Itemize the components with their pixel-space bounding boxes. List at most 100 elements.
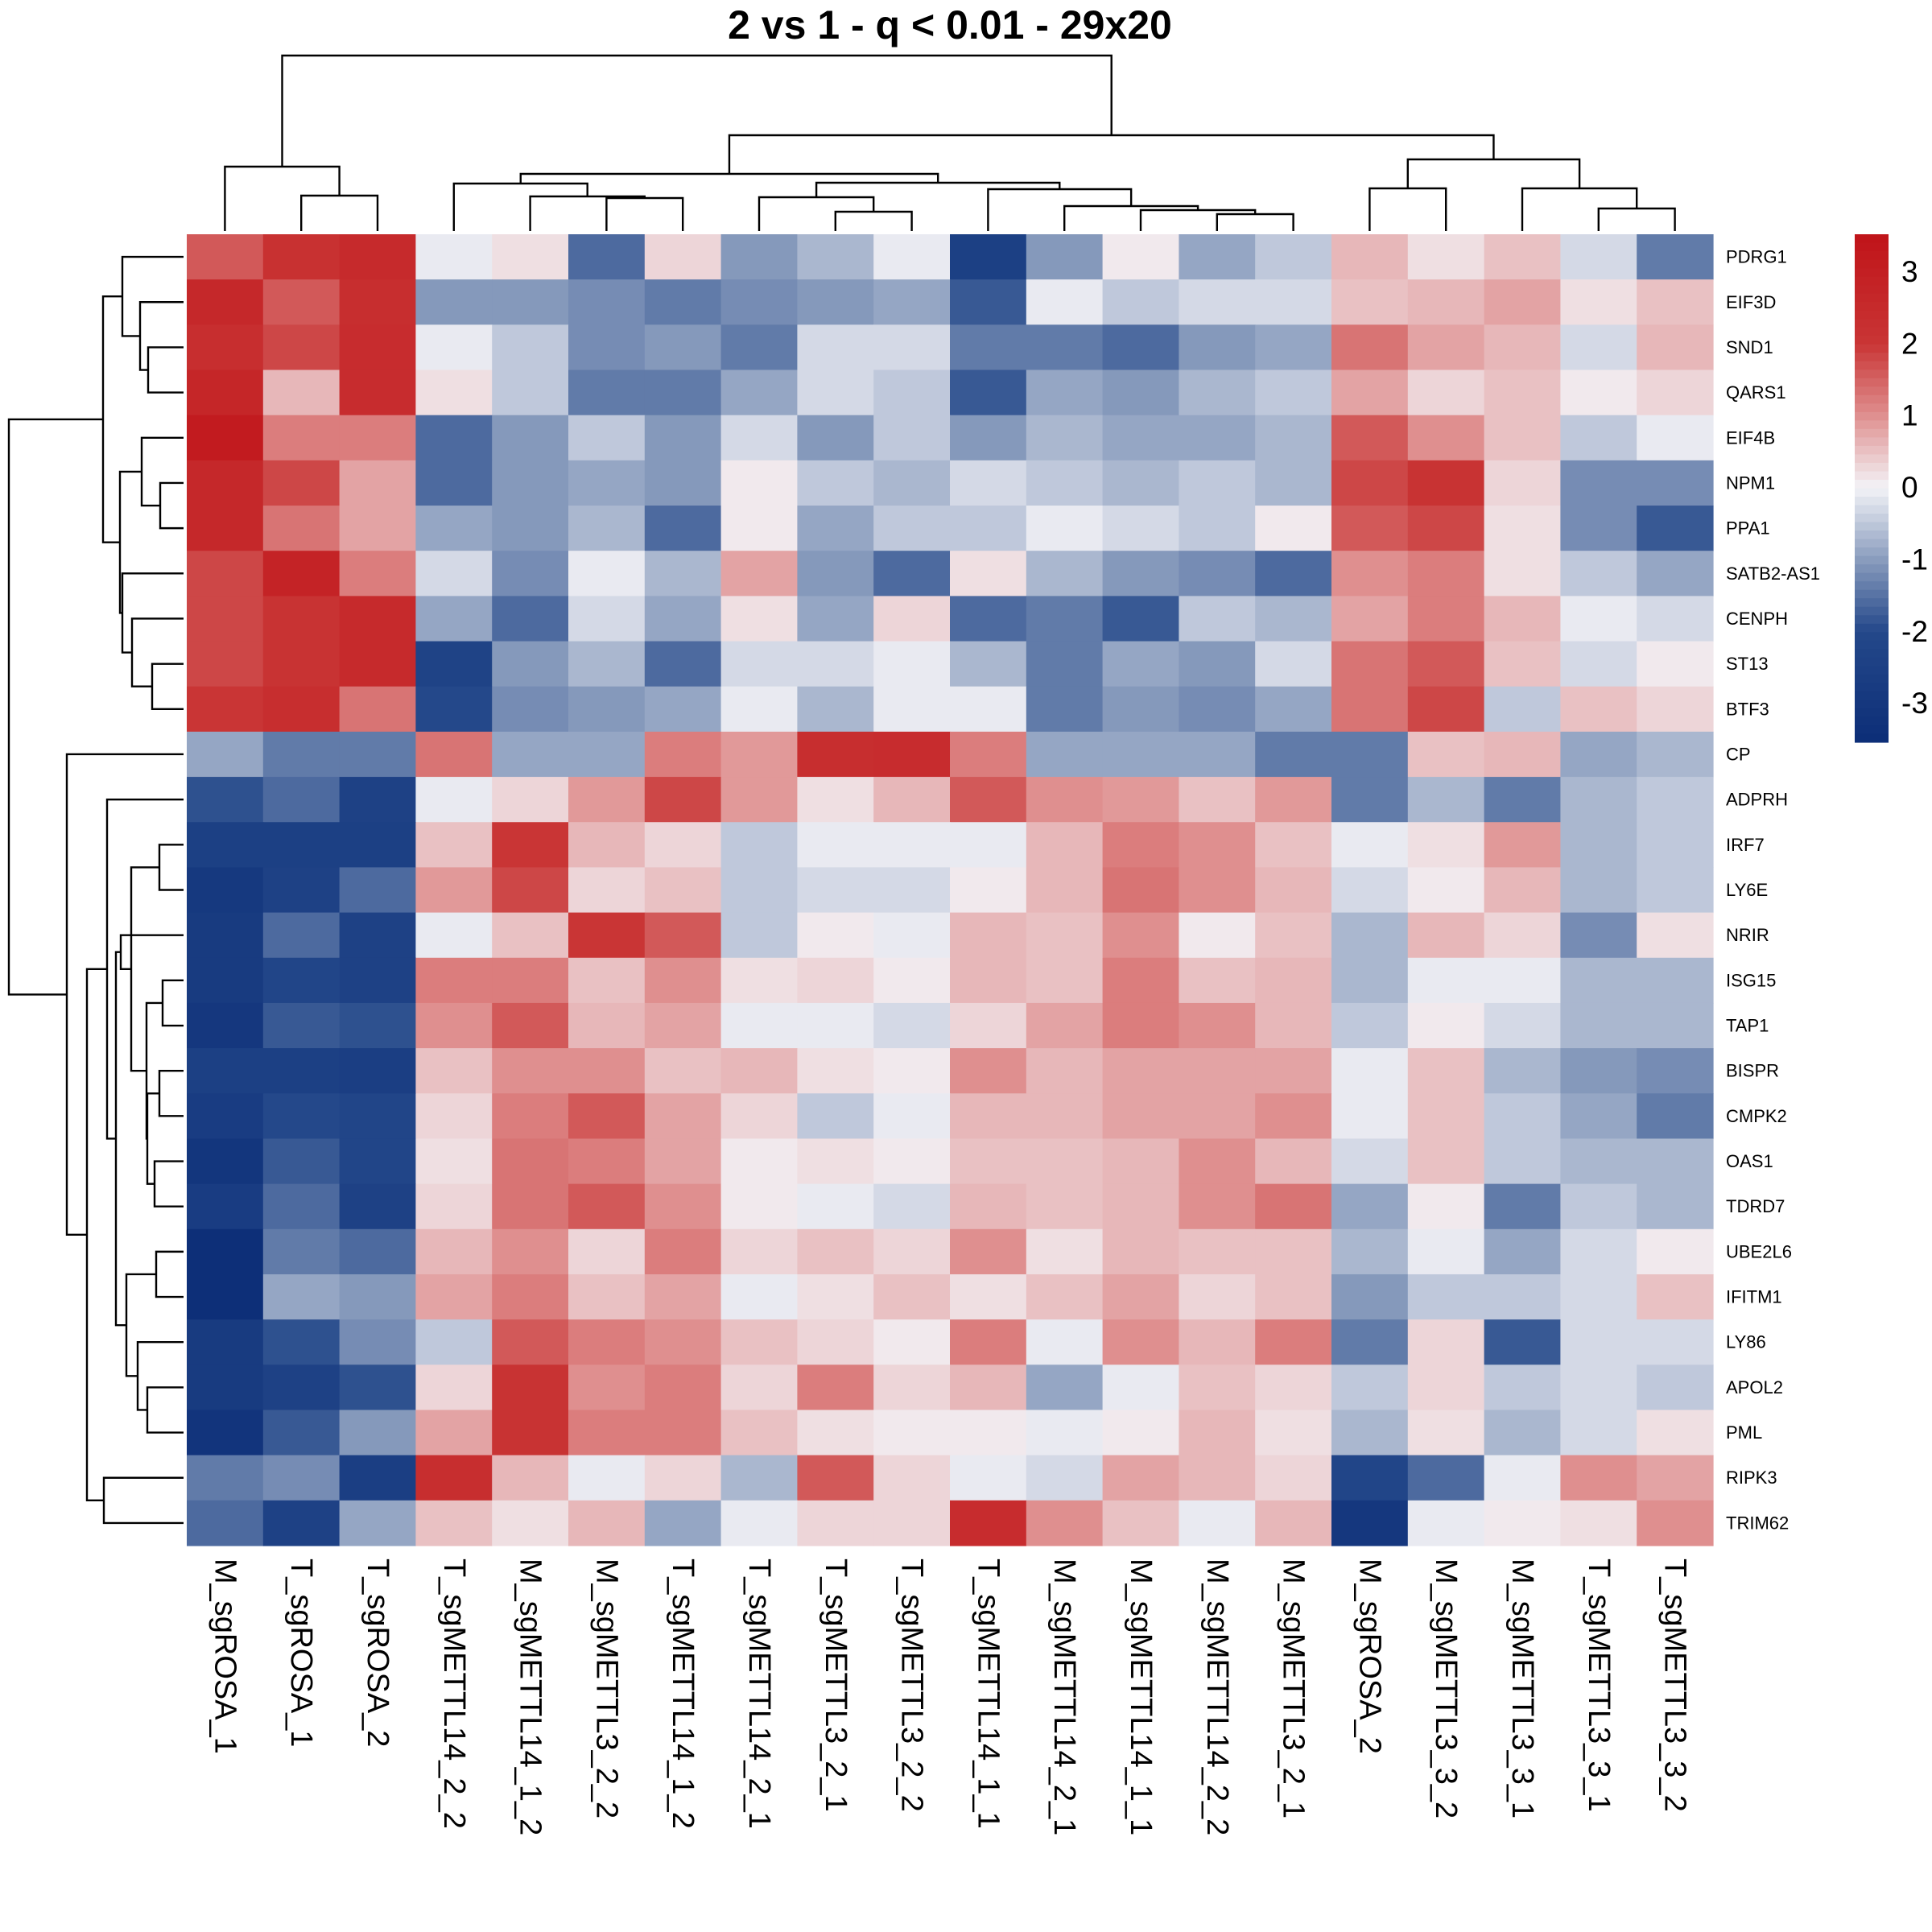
heatmap-cell [1407, 1183, 1485, 1230]
heatmap-cell [1484, 867, 1561, 914]
legend-color-step [1855, 394, 1889, 404]
heatmap-cell [1179, 324, 1256, 371]
dendrogram-branch [605, 196, 684, 231]
heatmap-cell [568, 1500, 646, 1546]
heatmap-cell [1331, 777, 1409, 823]
row-label: PDRG1 [1726, 247, 1787, 267]
legend-color-step [1855, 724, 1889, 735]
legend-tick-label: 2 [1901, 327, 1918, 360]
heatmap-cell [339, 1319, 416, 1365]
heatmap-cell [720, 777, 798, 823]
heatmap-cell [1484, 279, 1561, 325]
heatmap-cell [797, 234, 874, 280]
heatmap-cell [1179, 279, 1256, 325]
heatmap-cell [1331, 1138, 1409, 1185]
row-label: OAS1 [1726, 1151, 1773, 1171]
heatmap-cell [1484, 324, 1561, 371]
legend-color-step [1855, 285, 1889, 295]
column-label: T_sgMETTL14_1_1 [971, 1558, 1005, 1829]
heatmap-cell [644, 1183, 722, 1230]
heatmap-cell [1026, 686, 1104, 733]
heatmap-cell [720, 324, 798, 371]
heatmap-cell [339, 460, 416, 506]
heatmap-cell [873, 1138, 951, 1185]
heatmap-cell [720, 1319, 798, 1365]
heatmap-cell [492, 1048, 569, 1094]
heatmap-cell [415, 641, 493, 687]
heatmap-cell [950, 1048, 1027, 1094]
column-label: M_sgMETTL3_2_1 [1277, 1558, 1311, 1818]
heatmap-cell [415, 279, 493, 325]
heatmap-cell [568, 234, 646, 280]
heatmap-cell [339, 1455, 416, 1501]
dendrogram-branch [140, 436, 184, 507]
legend-color-step [1855, 589, 1889, 599]
heatmap-cell [1179, 822, 1256, 869]
heatmap-cell [1484, 415, 1561, 461]
heatmap-cell [1637, 731, 1714, 778]
column-label: T_sgROSA_2 [361, 1558, 394, 1747]
heatmap-cell [262, 1002, 341, 1049]
heatmap-cell [720, 596, 798, 642]
dendrogram-branch [834, 210, 913, 231]
heatmap-cell [1331, 460, 1409, 506]
legend-color-step [1855, 716, 1889, 726]
heatmap-cell [950, 460, 1027, 506]
heatmap-cell [187, 1500, 264, 1546]
heatmap-cell [950, 912, 1027, 959]
heatmap-cell [797, 641, 874, 687]
heatmap-cell [1255, 1183, 1332, 1230]
heatmap-cell [1026, 369, 1104, 416]
row-label: ISG15 [1726, 970, 1776, 990]
legend-color-step [1855, 454, 1889, 464]
heatmap-cell [1407, 324, 1485, 371]
heatmap-cell [1179, 1274, 1256, 1320]
column-label: M_sgROSA_1 [208, 1558, 242, 1754]
legend-color-step [1855, 488, 1889, 497]
heatmap-cell [187, 1183, 264, 1230]
heatmap-cell [415, 1138, 493, 1185]
dendrogram-branch [1597, 207, 1676, 231]
heatmap-cell [1560, 1500, 1637, 1546]
heatmap-cell [950, 596, 1027, 642]
heatmap-cell [262, 1183, 341, 1230]
heatmap-cell [568, 279, 646, 325]
heatmap-cell [1637, 1455, 1714, 1501]
heatmap-cell [1179, 369, 1256, 416]
heatmap-cell [1102, 1002, 1179, 1049]
heatmap-cell [187, 1002, 264, 1049]
heatmap-cell [1637, 1410, 1714, 1456]
heatmap-cell [1637, 777, 1714, 823]
heatmap-cell [720, 1364, 798, 1411]
heatmap-cell [1484, 731, 1561, 778]
dendrogram-branch [125, 1273, 156, 1377]
heatmap-cell [1102, 1093, 1179, 1140]
heatmap-cell [1560, 1228, 1637, 1275]
dendrogram-branch [224, 165, 341, 231]
row-label: SATB2-AS1 [1726, 564, 1820, 584]
heatmap-cell [1255, 1364, 1332, 1411]
heatmap-cell [1179, 1048, 1256, 1094]
heatmap-cell [1102, 1364, 1179, 1411]
heatmap-cell [1560, 460, 1637, 506]
heatmap-cell [1560, 415, 1637, 461]
heatmap-cell [1484, 641, 1561, 687]
legend-color-step [1855, 623, 1889, 633]
heatmap-cell [1560, 731, 1637, 778]
heatmap-cell [720, 1410, 798, 1456]
heatmap-cell [339, 279, 416, 325]
heatmap-cell [950, 369, 1027, 416]
heatmap-cell [797, 1138, 874, 1185]
heatmap-cell [1407, 957, 1485, 1004]
heatmap-cell [1179, 234, 1256, 280]
heatmap-cell [720, 1183, 798, 1230]
heatmap-cell [1407, 1319, 1485, 1365]
heatmap-cell [797, 551, 874, 597]
heatmap-cell [339, 415, 416, 461]
heatmap-cell [1484, 1093, 1561, 1140]
heatmap-cell [644, 234, 722, 280]
heatmap-cell [1179, 596, 1256, 642]
heatmap-cell [1407, 415, 1485, 461]
heatmap-cell [1560, 641, 1637, 687]
